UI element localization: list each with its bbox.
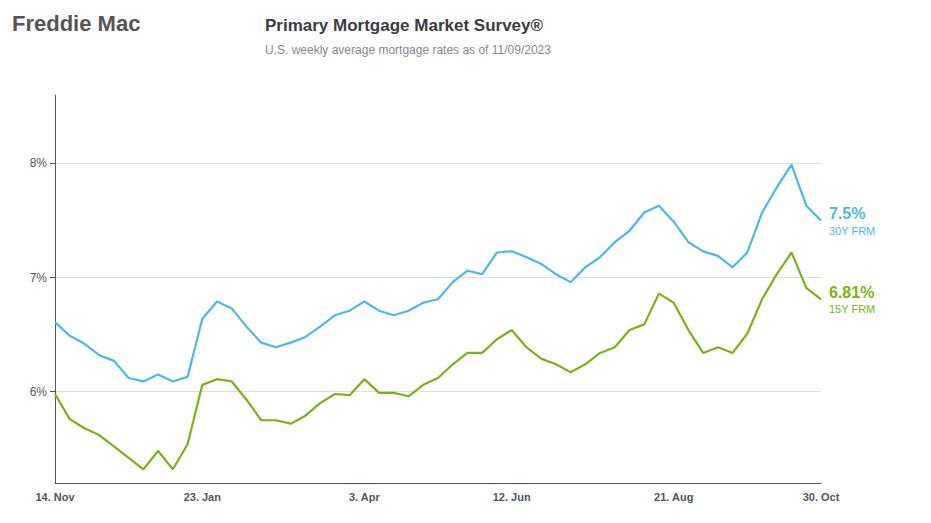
svg-text:8%: 8% bbox=[30, 156, 48, 170]
svg-text:30. Oct: 30. Oct bbox=[803, 491, 840, 503]
svg-text:21. Aug: 21. Aug bbox=[654, 491, 693, 503]
svg-text:3. Apr: 3. Apr bbox=[349, 491, 380, 503]
svg-text:7.5%: 7.5% bbox=[829, 205, 865, 222]
svg-text:23. Jan: 23. Jan bbox=[184, 491, 222, 503]
svg-text:7%: 7% bbox=[30, 271, 48, 285]
svg-text:6.81%: 6.81% bbox=[829, 284, 874, 301]
svg-text:15Y FRM: 15Y FRM bbox=[829, 303, 875, 315]
svg-text:Freddie Mac: Freddie Mac bbox=[12, 11, 140, 36]
svg-text:U.S. weekly average mortgage r: U.S. weekly average mortgage rates as of… bbox=[265, 43, 551, 57]
svg-text:6%: 6% bbox=[30, 385, 48, 399]
svg-text:30Y FRM: 30Y FRM bbox=[829, 225, 875, 237]
svg-text:14. Nov: 14. Nov bbox=[35, 491, 75, 503]
svg-text:Primary Mortgage Market Survey: Primary Mortgage Market Survey® bbox=[265, 16, 543, 35]
svg-text:12. Jun: 12. Jun bbox=[493, 491, 531, 503]
